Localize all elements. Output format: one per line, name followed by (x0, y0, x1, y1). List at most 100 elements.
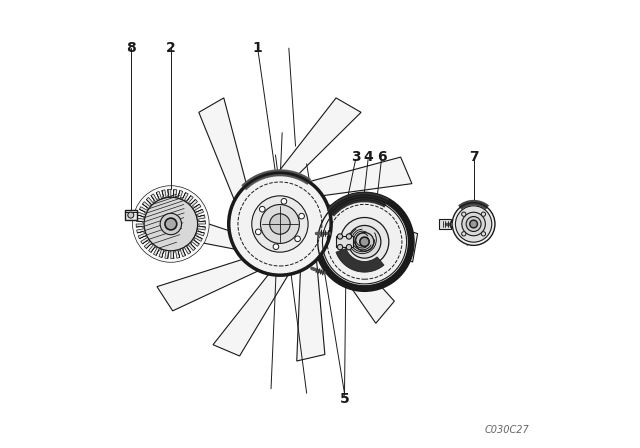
Text: 2: 2 (166, 41, 176, 55)
Circle shape (481, 232, 486, 236)
Polygon shape (136, 218, 145, 222)
Circle shape (481, 212, 486, 216)
Polygon shape (196, 231, 204, 236)
Circle shape (160, 213, 182, 235)
Polygon shape (162, 250, 166, 258)
Circle shape (132, 186, 209, 262)
Polygon shape (137, 228, 145, 233)
Polygon shape (141, 237, 149, 244)
FancyBboxPatch shape (335, 236, 353, 247)
Circle shape (269, 214, 290, 234)
Polygon shape (180, 248, 186, 257)
Polygon shape (322, 202, 418, 262)
Text: 1: 1 (253, 41, 262, 55)
Text: C030C27: C030C27 (484, 426, 529, 435)
Polygon shape (157, 258, 264, 311)
Polygon shape (142, 202, 241, 250)
Polygon shape (168, 189, 171, 198)
Polygon shape (195, 233, 202, 239)
Polygon shape (189, 199, 198, 207)
Circle shape (295, 236, 300, 241)
Polygon shape (162, 190, 164, 199)
Circle shape (346, 245, 351, 250)
Polygon shape (138, 231, 146, 233)
Polygon shape (182, 247, 186, 255)
Polygon shape (173, 190, 177, 198)
Text: 5: 5 (340, 392, 349, 405)
Polygon shape (154, 247, 159, 255)
Text: 3: 3 (351, 150, 360, 164)
Polygon shape (196, 228, 204, 233)
FancyBboxPatch shape (440, 220, 451, 228)
Polygon shape (197, 220, 205, 222)
Polygon shape (198, 224, 205, 227)
Polygon shape (173, 250, 175, 258)
Circle shape (259, 207, 265, 212)
Polygon shape (168, 250, 171, 258)
Polygon shape (171, 190, 174, 198)
Polygon shape (136, 221, 144, 224)
Circle shape (360, 237, 369, 246)
Polygon shape (156, 248, 162, 255)
Polygon shape (148, 245, 156, 252)
Circle shape (318, 195, 412, 289)
Circle shape (456, 206, 492, 242)
Polygon shape (175, 190, 180, 198)
Polygon shape (140, 209, 147, 215)
Polygon shape (143, 202, 150, 209)
Circle shape (346, 234, 351, 239)
Polygon shape (175, 250, 180, 258)
Polygon shape (147, 243, 154, 249)
Polygon shape (322, 227, 394, 323)
Text: 4: 4 (364, 150, 373, 164)
Circle shape (452, 202, 495, 246)
Polygon shape (193, 204, 201, 211)
Circle shape (273, 244, 279, 250)
Polygon shape (197, 226, 205, 230)
Circle shape (299, 213, 305, 219)
Polygon shape (191, 239, 199, 246)
Polygon shape (156, 193, 159, 201)
Polygon shape (180, 193, 186, 200)
Circle shape (260, 205, 300, 243)
Circle shape (461, 232, 466, 236)
Polygon shape (184, 196, 191, 202)
Polygon shape (194, 209, 202, 213)
Polygon shape (198, 221, 205, 224)
Polygon shape (196, 215, 205, 220)
Circle shape (466, 216, 481, 232)
Circle shape (255, 229, 261, 235)
Polygon shape (193, 237, 199, 244)
Polygon shape (138, 233, 147, 239)
Polygon shape (162, 190, 166, 198)
FancyBboxPatch shape (125, 210, 137, 220)
Polygon shape (303, 157, 412, 196)
Text: 8: 8 (126, 41, 136, 55)
Circle shape (281, 198, 287, 204)
Polygon shape (166, 190, 168, 198)
Circle shape (462, 212, 485, 236)
Polygon shape (178, 190, 183, 199)
Polygon shape (182, 193, 188, 201)
Polygon shape (136, 226, 145, 228)
Polygon shape (184, 246, 191, 254)
Polygon shape (165, 250, 168, 258)
Polygon shape (171, 250, 174, 259)
Polygon shape (136, 224, 144, 227)
Polygon shape (151, 246, 157, 252)
Circle shape (128, 212, 134, 218)
Polygon shape (147, 199, 152, 207)
Polygon shape (191, 204, 199, 209)
Circle shape (144, 197, 198, 251)
Polygon shape (195, 209, 204, 215)
Polygon shape (199, 98, 248, 206)
Circle shape (337, 234, 342, 239)
Polygon shape (144, 241, 152, 249)
Polygon shape (336, 249, 384, 272)
Polygon shape (194, 235, 202, 241)
Polygon shape (143, 204, 149, 211)
Polygon shape (213, 270, 291, 356)
Polygon shape (186, 196, 193, 203)
Circle shape (348, 225, 381, 258)
Polygon shape (178, 249, 180, 258)
